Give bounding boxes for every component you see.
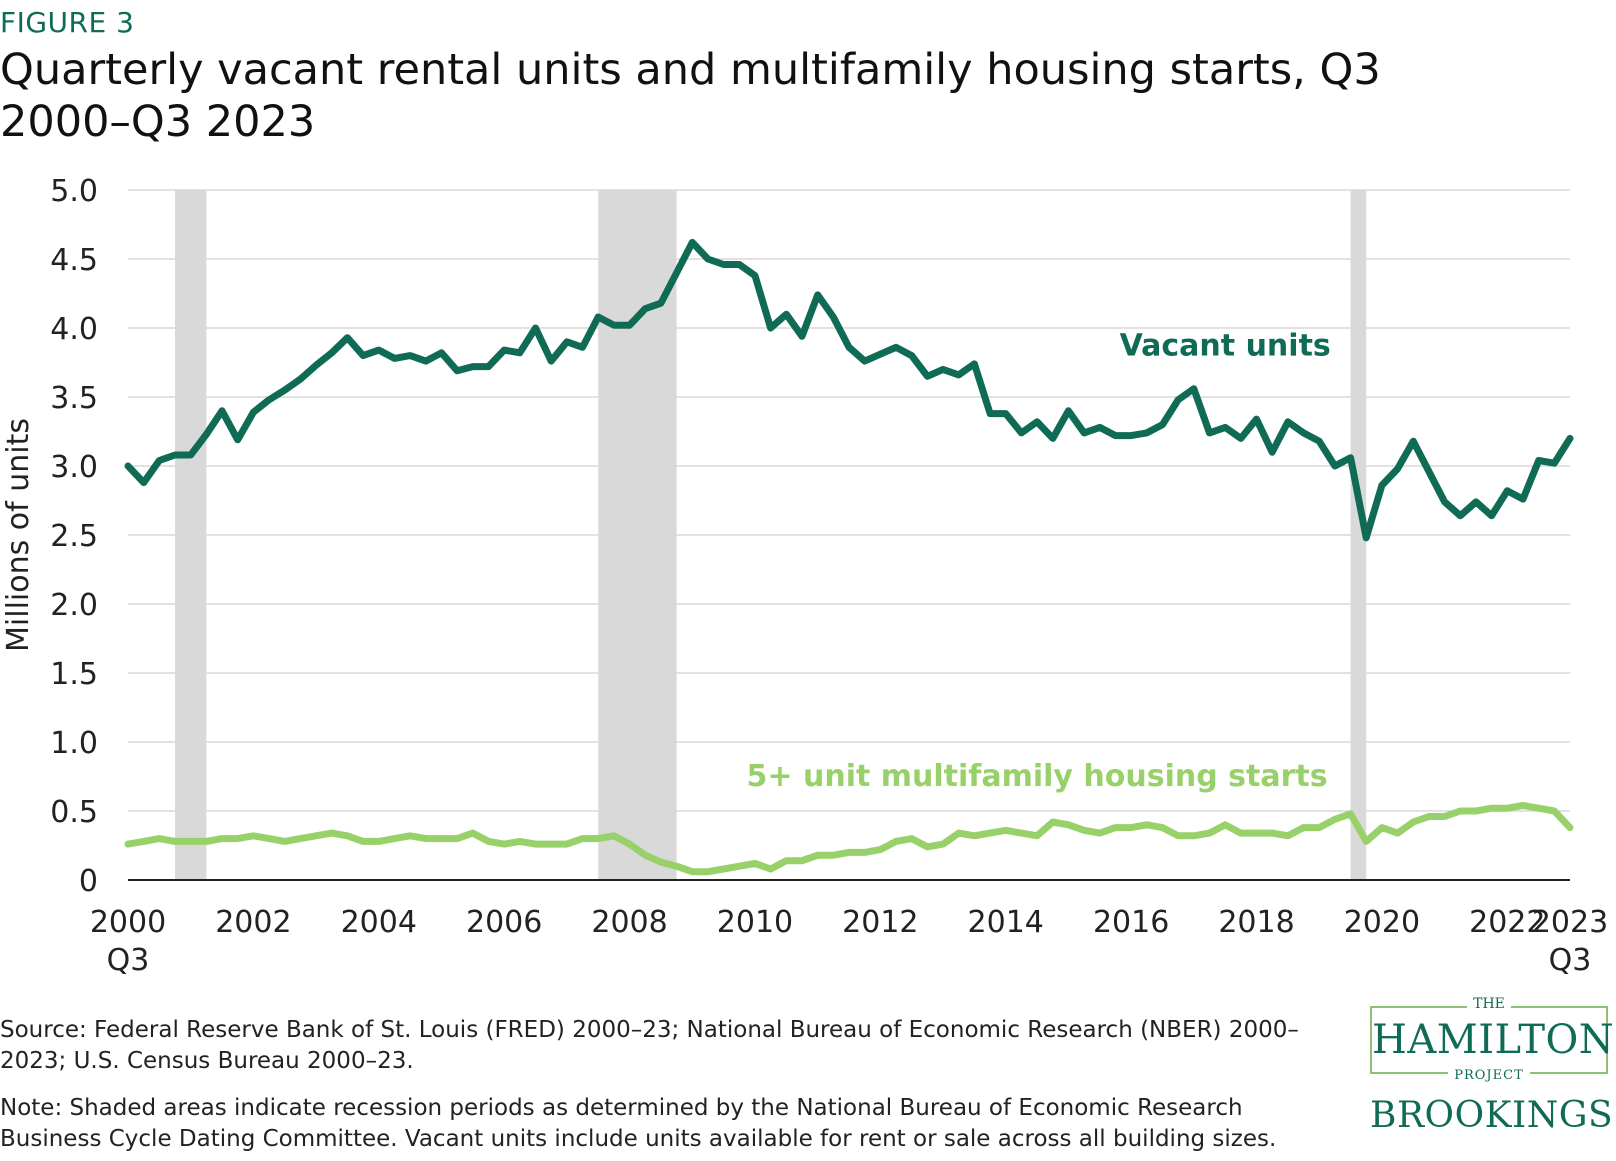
- x-tick-label: 2002: [215, 905, 291, 940]
- y-tick-label: 3.5: [50, 381, 98, 416]
- y-tick-label: 5.0: [50, 174, 98, 209]
- series-line-multifamily-starts: [124, 802, 1574, 876]
- hamilton-logo-the: THE: [1467, 996, 1511, 1012]
- x-tick-label: 2010: [717, 905, 793, 940]
- y-tick-label: 0: [79, 864, 98, 899]
- line-chart: 00.51.01.52.02.53.03.54.04.55.02000Q3200…: [1, 174, 1608, 978]
- y-axis-label: Millions of units: [1, 418, 36, 652]
- hamilton-project-logo: THE HAMILTON PROJECT: [1370, 996, 1615, 1083]
- x-tick-label: 2014: [968, 905, 1044, 940]
- y-tick-label: 4.5: [50, 243, 98, 278]
- y-tick-label: 0.5: [50, 795, 98, 830]
- x-tick-sublabel: Q3: [1549, 943, 1592, 978]
- brookings-logo: BROOKINGS: [1370, 1095, 1614, 1136]
- x-tick-label: 2022: [1469, 905, 1545, 940]
- x-tick-label: 2004: [341, 905, 417, 940]
- x-tick-label: 2008: [591, 905, 667, 940]
- figure-label: FIGURE 3: [0, 6, 135, 39]
- y-tick-label: 1.5: [50, 657, 98, 692]
- series-label-vacant-units: Vacant units: [1120, 329, 1331, 364]
- hamilton-logo-main: HAMILTON: [1372, 1017, 1615, 1063]
- chart-title: Quarterly vacant rental units and multif…: [0, 45, 1381, 147]
- x-tick-label: 2012: [842, 905, 918, 940]
- y-tick-label: 2.0: [50, 588, 98, 623]
- series-line-vacant-units: [124, 238, 1574, 542]
- y-tick-label: 3.0: [50, 450, 98, 485]
- x-tick-label: 2023: [1532, 905, 1608, 940]
- x-tick-label: 2000: [90, 905, 166, 940]
- y-tick-label: 1.0: [50, 726, 98, 761]
- source-note: Source: Federal Reserve Bank of St. Loui…: [0, 1017, 1299, 1074]
- x-tick-sublabel: Q3: [107, 943, 150, 978]
- series-label-multifamily-starts: 5+ unit multifamily housing starts: [747, 759, 1328, 794]
- x-tick-label: 2018: [1218, 905, 1294, 940]
- x-tick-label: 2016: [1093, 905, 1169, 940]
- x-tick-label: 2006: [466, 905, 542, 940]
- hamilton-logo-project: PROJECT: [1448, 1068, 1530, 1083]
- footnote: Note: Shaded areas indicate recession pe…: [0, 1095, 1277, 1152]
- y-tick-label: 2.5: [50, 519, 98, 554]
- y-tick-label: 4.0: [50, 312, 98, 347]
- x-tick-label: 2020: [1344, 905, 1420, 940]
